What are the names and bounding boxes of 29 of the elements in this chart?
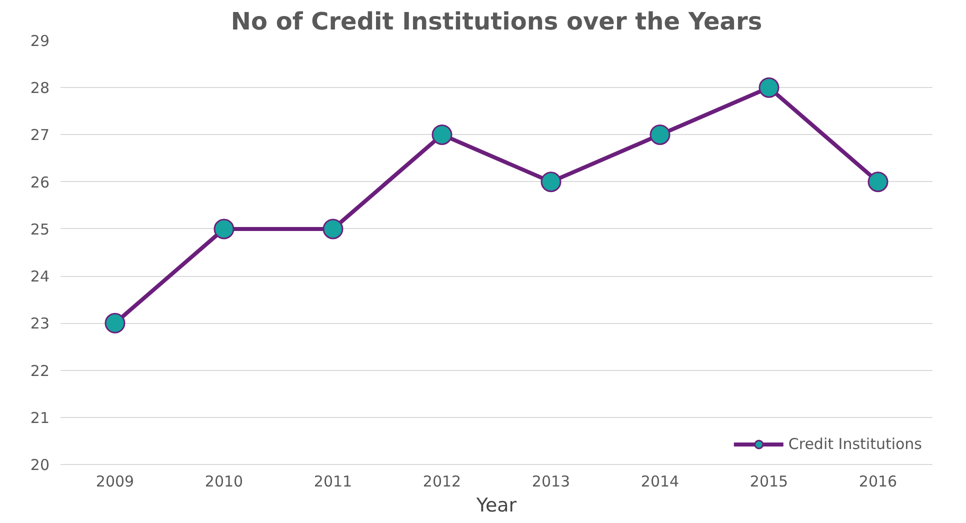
chart-title: No of Credit Institutions over the Years (230, 8, 762, 36)
y-tick-label: 24 (30, 268, 50, 286)
x-tick-label: 2009 (96, 472, 134, 490)
point (322, 218, 344, 240)
x-tick-label: 2010 (204, 472, 244, 490)
x-tick-label: 2016 (858, 472, 898, 490)
y-tick-label: 26 (30, 173, 50, 192)
y-tick-label: 27 (30, 126, 50, 144)
x-tick-label: 2015 (750, 472, 788, 490)
legend-label: Credit Institutions (788, 435, 922, 453)
point (104, 312, 126, 334)
point (758, 77, 780, 98)
y-tick-label: 21 (30, 408, 50, 427)
x-tick-label: 2012 (422, 472, 462, 490)
point (214, 218, 234, 240)
y-tick-label: 25 (30, 220, 50, 238)
point (650, 124, 670, 145)
y-tick-label: 20 (30, 456, 50, 474)
y-tick-label: 22 (30, 362, 50, 380)
x-tick-label: 2014 (640, 472, 680, 490)
x-axis-title: Year (475, 494, 517, 516)
x-tick-label: 2013 (532, 472, 570, 490)
x-tick-label: 2011 (314, 472, 352, 490)
point (540, 172, 562, 192)
point (432, 124, 452, 145)
y-tick-label: 29 (30, 32, 50, 50)
point (868, 172, 888, 192)
y-tick-label: 28 (30, 79, 50, 98)
y-tick-label: 23 (30, 314, 50, 333)
